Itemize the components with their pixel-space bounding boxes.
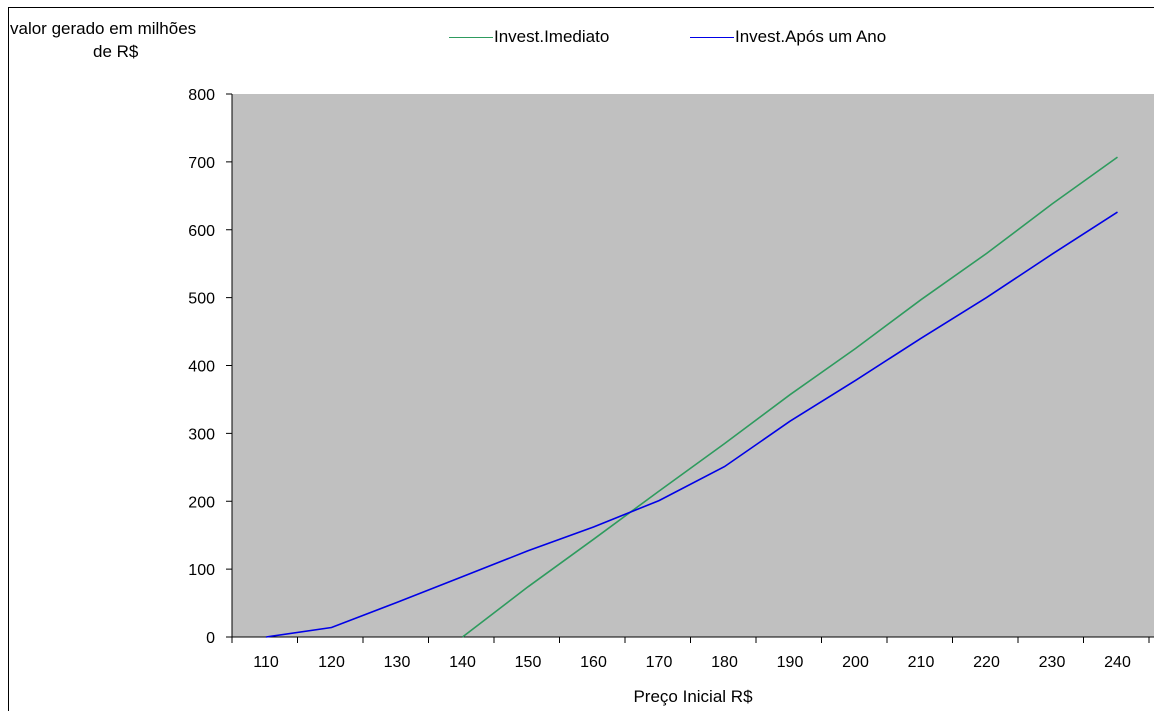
series-line-invest-imediato: [462, 156, 1118, 638]
y-tick-label: 200: [188, 494, 215, 511]
y-tick-label: 0: [206, 630, 215, 647]
x-tick-label: 160: [580, 654, 607, 671]
x-tick-label: 130: [384, 654, 411, 671]
x-tick-label: 220: [973, 654, 1000, 671]
x-tick-label: 180: [711, 654, 738, 671]
x-tick-label: 230: [1039, 654, 1066, 671]
legend-swatch-invest-apos-um-ano: [690, 36, 734, 38]
y-axis-label-line-2: de R$: [93, 42, 139, 61]
plot-area: [232, 94, 1154, 637]
axes: 0 100 200 300 400 500 600 700 800 110 120 130 140 150…: [188, 87, 1154, 671]
legend-item-invest-apos-um-ano: Invest.Após um Ano: [690, 27, 886, 47]
chart-frame: [8, 7, 1154, 711]
legend-label-invest-apos-um-ano: Invest.Após um Ano: [735, 27, 887, 46]
y-tick-label: 100: [188, 562, 215, 579]
x-tick-label: 210: [908, 654, 935, 671]
x-tick-label: 140: [449, 654, 476, 671]
legend-label-invest-imediato: Invest.Imediato: [494, 27, 610, 46]
y-tick-label: 400: [188, 359, 215, 376]
y-tick-label: 500: [188, 291, 215, 308]
x-tick-label: 190: [777, 654, 804, 671]
series-layer: [265, 156, 1118, 638]
x-tick-label: 110: [253, 654, 279, 671]
x-tick-label: 240: [1104, 654, 1131, 671]
y-tick-label: 300: [188, 426, 215, 443]
y-tick-label: 800: [188, 87, 215, 104]
x-axis-title: Preço Inicial R$: [633, 687, 753, 706]
x-tick-label: 200: [842, 654, 869, 671]
y-tick-label: 600: [188, 223, 215, 240]
x-tick-label: 150: [515, 654, 542, 671]
x-tick-label: 170: [646, 654, 673, 671]
y-axis-label-line-1: valor gerado em milhões: [10, 19, 197, 38]
x-tick-label: 120: [318, 654, 345, 671]
series-line-invest-apos-um-ano: [265, 211, 1118, 638]
y-tick-label: 700: [188, 155, 215, 172]
legend-item-invest-imediato: Invest.Imediato: [449, 27, 609, 47]
legend-swatch-invest-imediato: [449, 36, 493, 38]
